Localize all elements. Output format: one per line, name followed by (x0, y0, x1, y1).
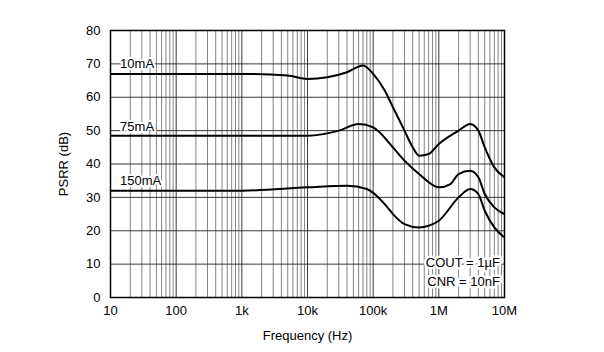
svg-text:PSRR (dB): PSRR (dB) (56, 132, 71, 196)
svg-text:75mA: 75mA (120, 119, 154, 134)
svg-text:CNR = 10nF: CNR = 10nF (427, 274, 500, 289)
svg-text:COUT = 1µF: COUT = 1µF (426, 255, 500, 270)
svg-text:10: 10 (86, 256, 100, 271)
svg-text:0: 0 (93, 290, 100, 305)
svg-text:60: 60 (86, 89, 100, 104)
svg-text:10mA: 10mA (120, 56, 154, 71)
svg-text:1M: 1M (430, 303, 448, 318)
svg-text:10k: 10k (297, 303, 318, 318)
svg-text:100k: 100k (359, 303, 388, 318)
svg-text:20: 20 (86, 223, 100, 238)
svg-text:10M: 10M (492, 303, 517, 318)
svg-text:70: 70 (86, 56, 100, 71)
svg-text:10: 10 (103, 303, 117, 318)
svg-text:30: 30 (86, 190, 100, 205)
svg-text:100: 100 (165, 303, 187, 318)
svg-text:50: 50 (86, 123, 100, 138)
svg-text:40: 40 (86, 156, 100, 171)
svg-text:1k: 1k (235, 303, 249, 318)
svg-text:Frequency (Hz): Frequency (Hz) (263, 328, 353, 343)
svg-text:80: 80 (86, 23, 100, 38)
svg-text:150mA: 150mA (120, 173, 162, 188)
